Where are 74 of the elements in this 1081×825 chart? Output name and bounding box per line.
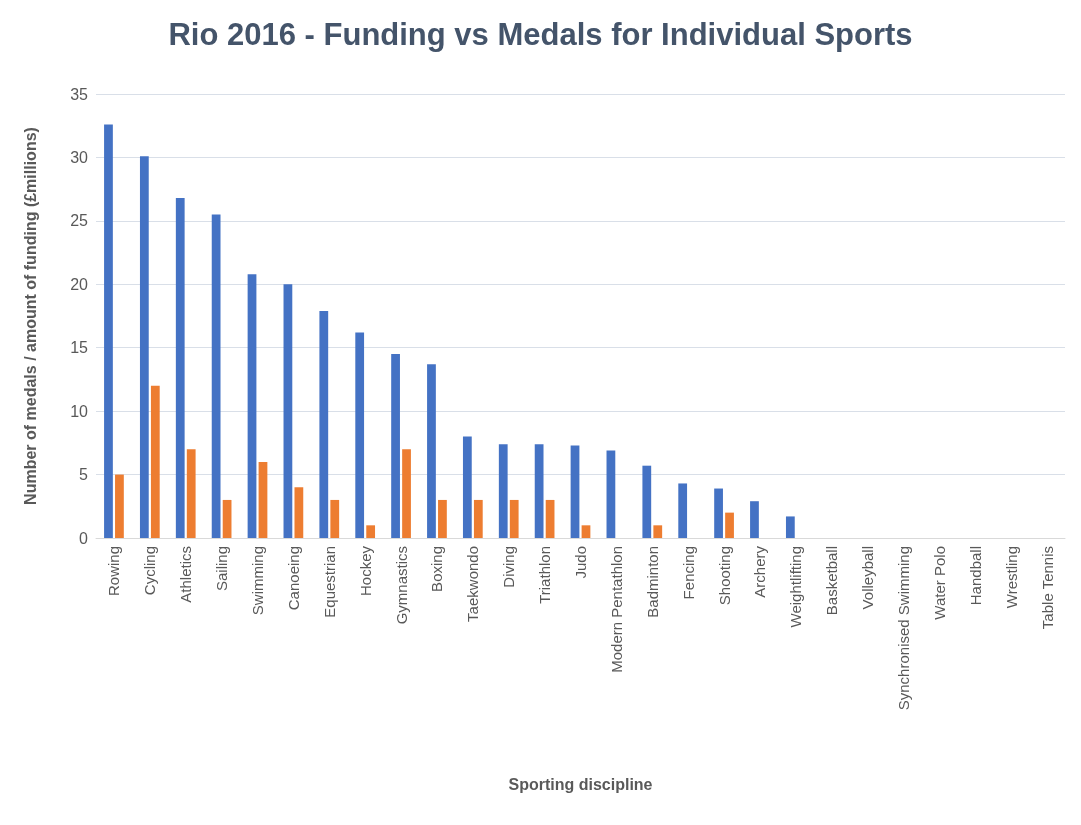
x-tick-label: Equestrian (320, 546, 338, 618)
x-tick-label: Volleyball (859, 546, 877, 610)
bar (366, 525, 376, 538)
bar (606, 450, 616, 538)
x-tick-label: Rowing (105, 546, 123, 597)
bar (642, 465, 652, 538)
x-tick-label: Triathlon (536, 546, 554, 604)
x-tick-label: Archery (751, 545, 769, 598)
bar (222, 499, 232, 538)
chart-title: Rio 2016 - Funding vs Medals for Individual Sports (168, 17, 913, 52)
x-tick-label: Sailing (213, 546, 231, 592)
x-tick-label: Weightlifting (787, 546, 805, 628)
bar (391, 354, 400, 538)
x-tick-label: Athletics (177, 546, 195, 603)
bar (294, 487, 304, 538)
x-tick-label: Synchronised Swimming (895, 546, 912, 711)
x-tick-label: Canoeing (284, 546, 302, 611)
y-tick-label: 0 (79, 529, 89, 547)
bar (330, 499, 340, 538)
bar (750, 501, 759, 538)
bar (653, 525, 663, 538)
y-tick-label: 20 (70, 275, 89, 293)
bar (462, 436, 472, 538)
bar (581, 525, 591, 538)
x-tick-label: Basketball (823, 546, 841, 616)
bar (498, 444, 508, 538)
bar (186, 449, 196, 538)
bar (283, 284, 293, 538)
x-tick-label: Taekwondo (464, 546, 482, 622)
bar (104, 124, 113, 538)
bar (355, 332, 365, 538)
bar (115, 474, 124, 538)
bar (725, 512, 734, 538)
bar (402, 449, 411, 538)
bar (175, 198, 185, 538)
bar (678, 483, 688, 538)
x-tick-label: Wrestling (1002, 546, 1020, 609)
bar (570, 445, 580, 538)
x-axis-title: Sporting discipline (508, 775, 653, 793)
x-tick-label: Hockey (356, 545, 374, 597)
x-tick-label: Table Tennis (1038, 546, 1056, 630)
x-tick-label: Gymnastics (392, 546, 410, 625)
y-tick-label: 15 (70, 339, 89, 357)
y-tick-label: 25 (70, 212, 89, 230)
bar (714, 488, 723, 538)
x-tick-label: Diving (500, 546, 518, 588)
x-tick-label: Judo (572, 546, 589, 579)
bar (473, 499, 483, 538)
y-axis-title: Number of medals / amount of funding (£millions) (21, 127, 39, 505)
y-tick-label: 30 (70, 148, 89, 166)
y-tick-label: 5 (79, 466, 89, 484)
y-tick-label: 10 (70, 402, 89, 420)
x-tick-label: Badminton (643, 546, 661, 618)
x-tick-label: Water Polo (930, 546, 948, 620)
bar (211, 214, 221, 538)
x-tick-label: Modern Pentathlon (607, 546, 625, 673)
bar (545, 499, 555, 538)
bar (139, 156, 149, 538)
bar (509, 499, 519, 538)
bar (150, 385, 160, 538)
x-tick-label: Cycling (141, 546, 159, 596)
bar (247, 274, 257, 538)
x-tick-label: Swimming (249, 546, 266, 616)
x-tick-label: Handball (966, 546, 984, 606)
bar (319, 310, 329, 538)
bar (534, 444, 544, 538)
x-tick-label: Fencing (679, 546, 697, 600)
bar (438, 499, 447, 538)
bar (258, 461, 268, 538)
x-tick-label: Shooting (715, 546, 733, 606)
bar (785, 516, 795, 538)
bar (427, 364, 436, 538)
x-tick-label: Boxing (428, 546, 446, 592)
y-tick-label: 35 (70, 85, 89, 103)
